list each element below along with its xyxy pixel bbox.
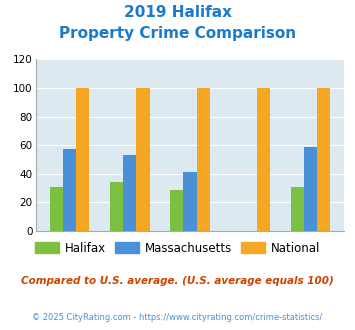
Text: © 2025 CityRating.com - https://www.cityrating.com/crime-statistics/: © 2025 CityRating.com - https://www.city… [32,314,323,322]
Text: 2019 Halifax: 2019 Halifax [124,5,231,20]
Bar [123,155,136,231]
Bar [110,182,123,231]
Bar [304,147,317,231]
Bar [257,88,270,231]
Bar [76,88,89,231]
Bar [290,187,304,231]
Bar [63,149,76,231]
Bar [317,88,330,231]
Bar [197,88,210,231]
Text: Property Crime Comparison: Property Crime Comparison [59,26,296,41]
Legend: Halifax, Massachusetts, National: Halifax, Massachusetts, National [30,237,325,259]
Bar [50,187,63,231]
Bar [136,88,149,231]
Text: Compared to U.S. average. (U.S. average equals 100): Compared to U.S. average. (U.S. average … [21,276,334,285]
Bar [170,189,183,231]
Bar [183,172,197,231]
